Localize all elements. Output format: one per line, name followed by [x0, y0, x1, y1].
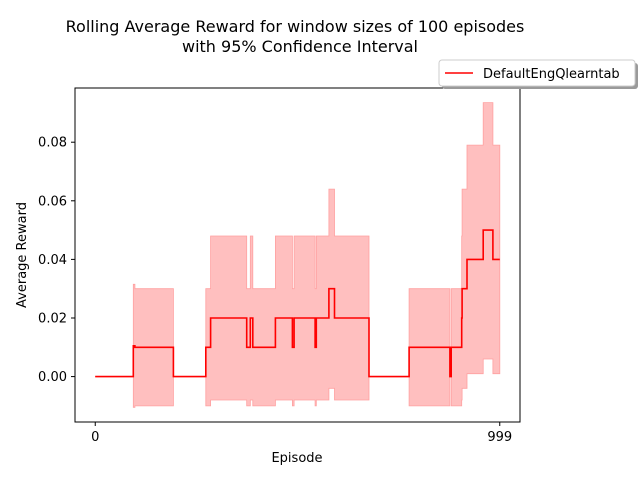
y-tick-label: 0.08	[38, 136, 67, 151]
chart-title-line2: with 95% Confidence Interval	[182, 37, 418, 56]
legend-label: DefaultEngQlearntab	[483, 67, 620, 82]
series-line	[95, 229, 500, 378]
x-tick-label: 0	[91, 430, 99, 445]
legend: DefaultEngQlearntab	[438, 59, 638, 89]
x-axis-label: Episode	[271, 451, 322, 466]
y-tick-label: 0.00	[38, 370, 67, 385]
x-tick-label: 999	[487, 430, 512, 445]
y-tick-label: 0.04	[38, 253, 67, 268]
y-axis-label: Average Reward	[15, 202, 30, 308]
plot-area	[95, 102, 501, 408]
y-tick-label: 0.02	[38, 311, 67, 326]
plot-frame	[74, 87, 521, 423]
y-axis: 0.00 0.02 0.04 0.06 0.08	[38, 136, 75, 385]
confidence-band	[95, 102, 501, 408]
chart-title-line1: Rolling Average Reward for window sizes …	[66, 17, 525, 36]
legend-box	[438, 59, 636, 87]
x-axis: 0 999	[91, 422, 512, 445]
y-tick-label: 0.06	[38, 194, 67, 209]
